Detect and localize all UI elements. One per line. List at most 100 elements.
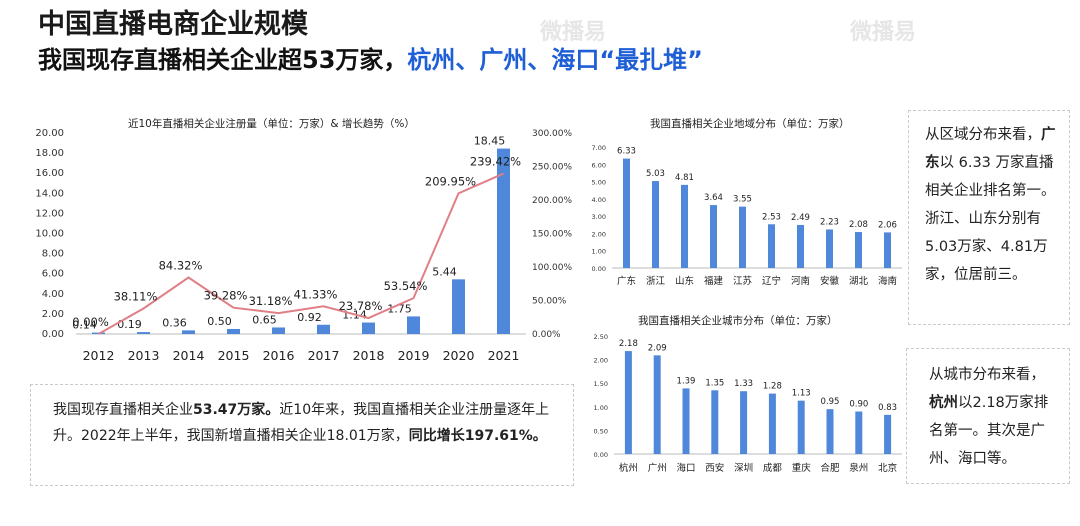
x-category-label: 2016 (263, 348, 295, 363)
x-category-label: 重庆 (792, 462, 812, 474)
note-bold: 广东 (925, 127, 1056, 171)
bar-value-label: 0.65 (252, 313, 277, 326)
x-category-label: 2020 (443, 348, 475, 363)
line-value-label: 84.32% (159, 259, 203, 273)
x-category-label: 2021 (488, 348, 520, 363)
chart2-title: 我国直播相关企业地域分布（单位：万家） (650, 118, 850, 130)
city-note: 从城市分布来看， 杭州以2.18万家排名第一。其次是广州、海口等。 (906, 348, 1070, 484)
bar (317, 324, 330, 334)
line-value-label: 0.00% (72, 315, 109, 329)
bar (681, 184, 688, 268)
bar (452, 279, 465, 334)
bar-value-label: 1.28 (763, 382, 782, 392)
bar-value-label: 0.92 (297, 311, 322, 324)
watermark: 微播易 (540, 20, 607, 45)
y2-tick-label: 250.00% (532, 163, 572, 173)
note-text: 近10年来，我国直播相关企业注册量逐年上升。2022年上半年，我国新增直播相关企… (53, 402, 550, 444)
bar (711, 390, 719, 454)
y-tick-label: 20.00 (35, 128, 64, 139)
growth-line (98, 172, 504, 335)
y-tick-label: 10.00 (35, 229, 64, 240)
bar (710, 205, 717, 268)
bar (653, 355, 661, 454)
line-value-label: 39.28% (204, 289, 248, 303)
bar (740, 391, 748, 454)
y-tick-label: 16.00 (35, 168, 64, 179)
bar (497, 148, 510, 334)
watermark: 微播易 (850, 20, 917, 45)
bar (652, 181, 659, 268)
x-category-label: 深圳 (734, 463, 753, 474)
x-category-label: 广东 (617, 275, 636, 287)
bar-value-label: 2.23 (820, 217, 839, 227)
bar-value-label: 4.81 (675, 173, 694, 183)
y-tick-label: 6.00 (42, 269, 64, 280)
page-title: 中国直播电商企业规模 (38, 9, 308, 40)
x-category-label: 2019 (398, 348, 430, 363)
y-tick-label: 5.00 (592, 179, 606, 187)
note-text: 以2.18万家排名第一。其次是广州、海口等。 (929, 395, 1049, 467)
y-tick-label: 12.00 (35, 208, 64, 219)
y-tick-label: 1.00 (592, 248, 606, 256)
bar (768, 224, 775, 268)
x-category-label: 合肥 (820, 462, 840, 474)
x-category-label: 泉州 (849, 462, 868, 474)
page-subtitle: 我国现存直播相关企业超53万家，杭州、广州、海口“最扎堆” (38, 40, 703, 75)
line-value-label: 23.78% (339, 299, 383, 313)
bar-value-label: 1.75 (387, 302, 412, 315)
summary-note: 我国现存直播相关企业53.47万家。近10年来，我国直播相关企业注册量逐年上升。… (30, 384, 574, 486)
y2-tick-label: 150.00% (532, 230, 572, 240)
y-tick-label: 8.00 (42, 249, 64, 260)
bar-value-label: 3.64 (704, 193, 723, 203)
y2-tick-label: 200.00% (532, 196, 572, 206)
bar-value-label: 1.39 (677, 376, 696, 386)
y-tick-label: 4.00 (42, 289, 64, 300)
x-category-label: 杭州 (619, 462, 638, 474)
bar-value-label: 1.35 (705, 378, 724, 388)
x-category-label: 2018 (353, 348, 385, 363)
bar (884, 232, 891, 268)
x-category-label: 成都 (763, 462, 783, 474)
x-category-label: 2012 (83, 348, 115, 363)
bar (768, 393, 776, 454)
line-value-label: 38.11% (114, 289, 158, 303)
y2-tick-label: 300.00% (532, 129, 572, 139)
bar-value-label: 6.33 (617, 147, 636, 157)
bar-value-label: 2.53 (762, 212, 781, 222)
x-category-label: 福建 (704, 275, 724, 287)
y2-tick-label: 100.00% (532, 263, 572, 273)
note-bold: 同比增长197.61%。 (408, 428, 547, 444)
y-tick-label: 0.50 (594, 427, 608, 435)
y-tick-label: 18.00 (35, 148, 64, 159)
bar-value-label: 2.49 (791, 213, 810, 223)
y-tick-label: 0.00 (594, 451, 608, 459)
x-category-label: 2017 (308, 348, 340, 363)
line-value-label: 41.33% (294, 287, 338, 301)
bar (797, 400, 805, 454)
y-tick-label: 0.00 (592, 265, 606, 273)
note-text: 从城市分布来看， (929, 367, 1045, 383)
bar (272, 327, 285, 334)
chart3-title: 我国直播相关企业城市分布（单位：万家） (638, 315, 838, 327)
y2-tick-label: 50.00% (532, 297, 567, 307)
x-category-label: 湖北 (849, 276, 869, 287)
x-category-label: 安徽 (820, 275, 840, 287)
note-text: 我国现存直播相关企业 (53, 402, 193, 418)
x-category-label: 辽宁 (762, 275, 781, 287)
bar (855, 411, 863, 454)
y-tick-label: 1.00 (594, 404, 608, 412)
bar (826, 409, 834, 454)
bar (623, 158, 630, 268)
bar-value-label: 18.45 (474, 135, 506, 148)
bar (682, 388, 690, 454)
region-note: 从区域分布来看，广东以 6.33 万家直播相关企业排名第一。浙江、山东分别有5.… (908, 110, 1070, 325)
y-tick-label: 2.50 (594, 333, 608, 341)
bar-value-label: 0.83 (878, 403, 897, 413)
x-category-label: 2014 (173, 348, 205, 363)
bar (362, 322, 375, 334)
x-category-label: 广州 (648, 462, 667, 474)
line-value-label: 239.42% (470, 155, 521, 169)
bar-value-label: 2.09 (648, 343, 667, 353)
